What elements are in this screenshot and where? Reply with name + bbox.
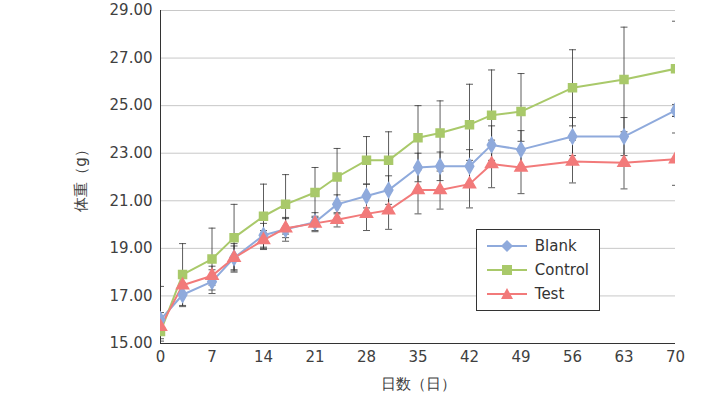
svg-text:25.00: 25.00 bbox=[110, 96, 153, 114]
svg-text:23.00: 23.00 bbox=[110, 144, 153, 162]
svg-text:49: 49 bbox=[511, 348, 530, 366]
svg-text:70: 70 bbox=[666, 348, 685, 366]
html-text:Control: Control bbox=[534, 261, 589, 279]
svg-text:0: 0 bbox=[156, 348, 166, 366]
svg-text:7: 7 bbox=[207, 348, 217, 366]
svg-text:56: 56 bbox=[563, 348, 582, 366]
svg-text:19.00: 19.00 bbox=[110, 239, 153, 257]
svg-text:29.00: 29.00 bbox=[110, 1, 153, 19]
svg-text:28: 28 bbox=[357, 348, 376, 366]
svg-text:日数（日）: 日数（日） bbox=[381, 375, 456, 393]
html-text:Test: Test bbox=[534, 285, 565, 303]
svg-text:15.00: 15.00 bbox=[110, 334, 153, 352]
svg-text:14: 14 bbox=[254, 348, 273, 366]
svg-text:21: 21 bbox=[305, 348, 324, 366]
svg-text:21.00: 21.00 bbox=[110, 192, 153, 210]
html-text:Blank: Blank bbox=[534, 237, 577, 255]
svg-text:35: 35 bbox=[408, 348, 427, 366]
svg-text:42: 42 bbox=[460, 348, 479, 366]
svg-text:27.00: 27.00 bbox=[110, 49, 153, 67]
svg-text:63: 63 bbox=[614, 348, 633, 366]
svg-text:17.00: 17.00 bbox=[110, 287, 153, 305]
svg-text:体重（g）: 体重（g） bbox=[72, 142, 90, 212]
